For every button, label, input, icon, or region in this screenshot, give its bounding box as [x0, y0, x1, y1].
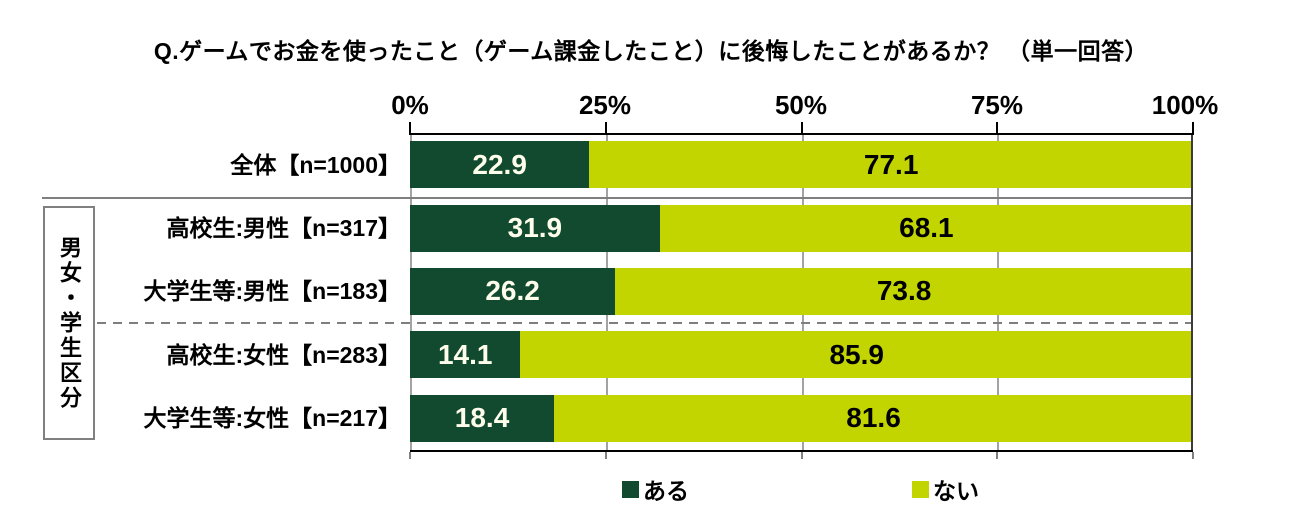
bar-value-nai: 81.6: [846, 402, 901, 434]
plot-area: 22.9 77.1 31.9 68.1: [409, 122, 1194, 459]
bar-value-nai: 85.9: [829, 338, 884, 370]
stacked-bar: 18.4 81.6: [410, 394, 1193, 442]
plot-right-border: [1191, 135, 1193, 450]
bar-value-aru: 14.1: [437, 338, 493, 370]
axis-tick-top-75: [996, 122, 999, 135]
group-separator-solid: [42, 197, 1193, 199]
axis-tick-top-25: [604, 122, 607, 135]
x-axis-tick-label-0: 0%: [391, 90, 429, 120]
stacked-bar: 14.1 85.9: [410, 331, 1193, 379]
group-bracket-box: 男女・学生区分: [43, 206, 95, 440]
x-axis-tick-label-100: 100%: [1151, 90, 1219, 120]
axis-tick-top-100: [1192, 122, 1194, 135]
legend-swatch-aru-icon: [622, 480, 639, 498]
bar-segment-aru: 22.9: [410, 141, 590, 189]
bar-value-nai: 73.8: [876, 275, 932, 307]
axis-tick-bottom-0: [409, 452, 411, 459]
category-label-hs-male: 高校生:男性【n=317】: [166, 215, 401, 242]
legend-swatch-nai-icon: [912, 480, 929, 498]
axis-tick-bottom-25: [604, 452, 607, 459]
stacked-bar: 26.2 73.8: [410, 267, 1193, 315]
bar-segment-aru: 18.4: [410, 394, 555, 442]
axis-tick-bottom-75: [996, 452, 999, 459]
legend-label-nai: ない: [933, 478, 979, 504]
bar-segment-nai: 68.1: [659, 204, 1193, 252]
bar-value-nai: 77.1: [863, 148, 919, 180]
x-axis-line-bottom: [410, 450, 1193, 452]
bar-row-hs-female: 14.1 85.9: [410, 323, 1193, 386]
stacked-bar: 22.9 77.1: [410, 141, 1193, 189]
legend-label-aru: ある: [643, 478, 689, 504]
category-label-hs-female: 高校生:女性【n=283】: [166, 341, 401, 368]
group-bracket-label: 男女・学生区分: [57, 235, 82, 411]
bar-row-univ-female: 18.4 81.6: [410, 387, 1193, 450]
gender-separator-dashed: [97, 322, 1193, 324]
axis-tick-bottom-50: [800, 452, 803, 459]
bar-value-nai: 68.1: [899, 212, 954, 244]
bar-segment-nai: 81.6: [554, 394, 1193, 442]
category-label-univ-male: 大学生等:男性【n=183】: [143, 278, 401, 305]
bar-value-aru: 26.2: [485, 275, 540, 307]
bar-value-aru: 22.9: [472, 148, 527, 180]
bar-row-total: 22.9 77.1: [410, 133, 1193, 196]
category-label-univ-female: 大学生等:女性【n=217】: [143, 405, 401, 432]
bar-row-univ-male: 26.2 73.8: [410, 260, 1193, 323]
bar-segment-aru: 14.1: [410, 331, 521, 379]
x-axis-tick-label-50: 50%: [774, 90, 828, 120]
bar-value-aru: 18.4: [454, 402, 510, 434]
category-labels: 全体【n=1000】 高校生:男性【n=317】 大学生等:男性【n=183】 …: [0, 131, 403, 448]
bar-segment-aru: 31.9: [410, 204, 660, 252]
x-axis-tick-label-75: 75%: [970, 90, 1024, 120]
category-label-total: 全体【n=1000】: [230, 151, 401, 178]
bar-segment-nai: 77.1: [589, 141, 1193, 189]
stacked-bar: 31.9 68.1: [410, 204, 1193, 252]
bar-segment-nai: 73.8: [615, 267, 1193, 315]
legend-item-aru: ある: [622, 472, 689, 506]
bar-segment-aru: 26.2: [410, 267, 616, 315]
axis-tick-top-0: [409, 122, 411, 135]
bar-value-aru: 31.9: [507, 212, 563, 244]
bar-row-hs-male: 31.9 68.1: [410, 196, 1193, 259]
bar-rows: 22.9 77.1 31.9 68.1: [410, 133, 1193, 450]
axis-tick-top-50: [800, 122, 803, 135]
chart-title: Q.ゲームでお金を使ったこと（ゲーム課金したこと）に後悔したことがあるか？ （単…: [153, 38, 1149, 64]
axis-tick-bottom-100: [1192, 452, 1194, 459]
bar-segment-nai: 85.9: [520, 331, 1193, 379]
legend-item-nai: ない: [912, 472, 979, 506]
x-axis-tick-label-25: 25%: [578, 90, 632, 120]
